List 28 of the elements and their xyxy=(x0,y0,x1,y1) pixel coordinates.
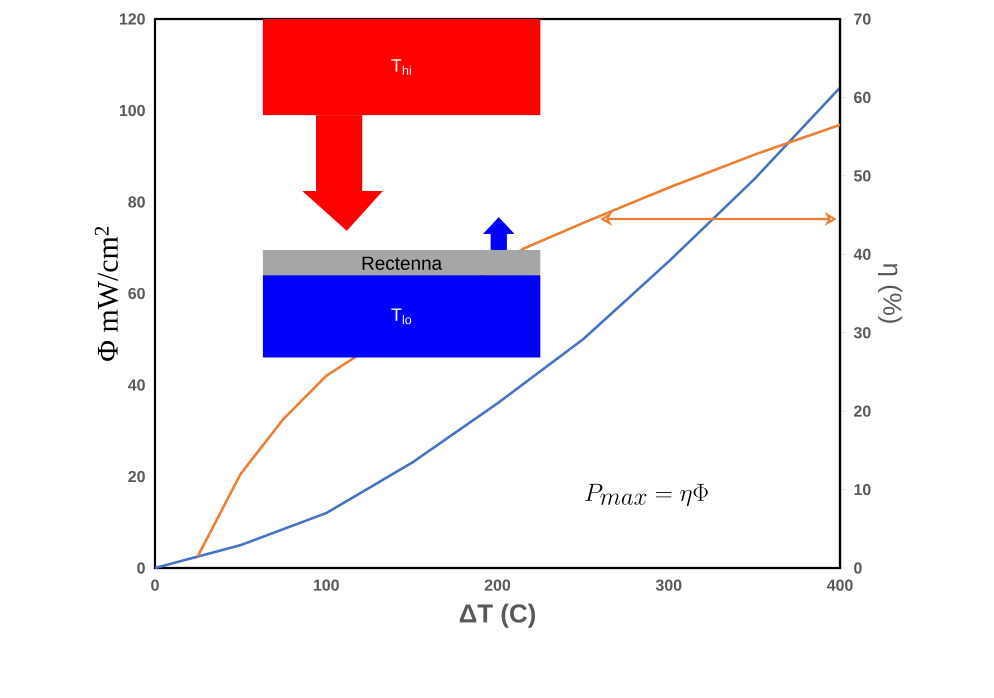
y2-tick-label: 50 xyxy=(854,170,871,182)
y2-axis-title: η (%) xyxy=(878,264,902,323)
y-tick-label: 20 xyxy=(128,470,145,482)
annotation: T$_{hi}$ xyxy=(391,59,411,75)
annotation: T$_{lo}$ xyxy=(391,308,412,324)
y2-tick-label: 10 xyxy=(854,484,871,496)
y-tick-label: 60 xyxy=(128,288,145,300)
y-tick-label: 0 xyxy=(137,562,145,574)
y2-tick-label: 20 xyxy=(854,406,871,417)
y2-tick-label: 0 xyxy=(854,562,862,574)
x-tick-label: 0 xyxy=(151,579,159,591)
y2-tick-label: 30 xyxy=(854,327,871,338)
y-tick-label: 100 xyxy=(120,104,145,116)
y-tick-label: 120 xyxy=(120,13,145,25)
y2-tick-label: 40 xyxy=(854,248,871,260)
x-tick-label: 100 xyxy=(314,579,339,591)
y2-tick-label: 70 xyxy=(854,13,871,25)
x-tick-label: 300 xyxy=(656,579,682,591)
x-axis-title: ΔT (C) xyxy=(460,604,536,628)
y-tick-label: 40 xyxy=(128,379,145,391)
y-tick-label: 80 xyxy=(128,196,145,208)
x-tick-label: 200 xyxy=(484,579,510,591)
annotation: Rectenna xyxy=(362,256,442,270)
y-axis-title: Φ mW/cm$^{2}$ xyxy=(94,226,118,361)
y2-tick-label: 60 xyxy=(854,92,871,104)
annotation: $P_{max} = \eta\Phi$ xyxy=(585,484,708,506)
x-tick-label: 400 xyxy=(826,579,853,591)
line-series xyxy=(154,86,842,570)
